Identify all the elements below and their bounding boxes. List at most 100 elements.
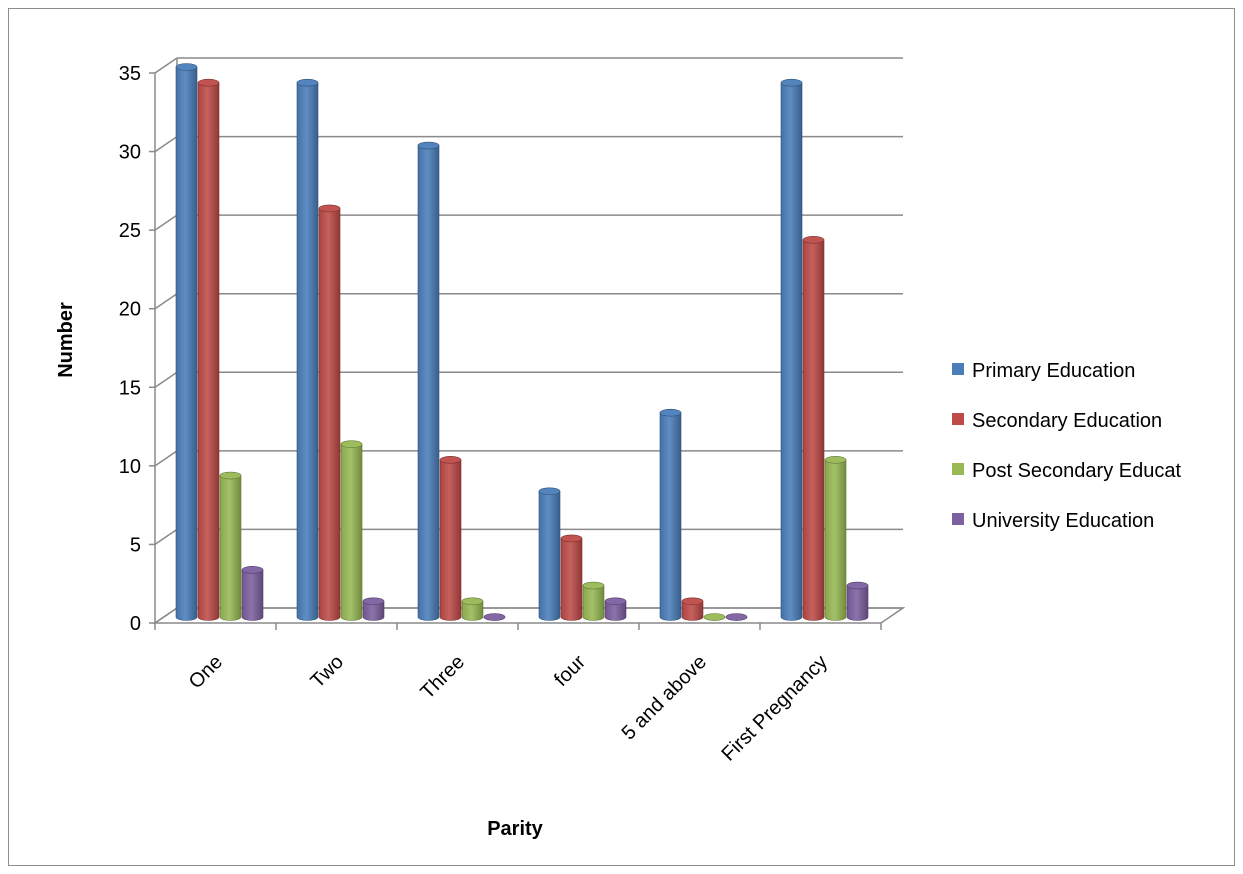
y-tick-label: 0 <box>130 613 141 635</box>
bar <box>219 471 242 621</box>
bar <box>483 613 506 621</box>
y-tick-label: 10 <box>119 456 141 478</box>
bar-cap <box>560 534 583 543</box>
bar-cap <box>362 597 385 606</box>
x-tick-label: First Pregnancy <box>717 651 832 766</box>
bar-cap <box>846 581 869 590</box>
bar <box>604 597 627 621</box>
bar-body <box>824 459 847 621</box>
y-tick-label: 15 <box>119 377 141 399</box>
legend-item: Secondary Education <box>952 410 1162 432</box>
bar <box>824 456 847 621</box>
gridline-depth <box>154 57 178 74</box>
bar-cap <box>780 78 803 87</box>
bar-cap <box>604 597 627 606</box>
bar-body <box>780 82 803 621</box>
gridline-depth <box>154 450 178 467</box>
bar-body <box>461 600 484 621</box>
bar-body <box>439 459 462 621</box>
bar-body <box>340 443 363 621</box>
bar-cap <box>175 63 198 71</box>
bars <box>175 63 869 621</box>
bar-body <box>846 585 869 621</box>
bar-body <box>582 585 605 621</box>
bar-cap <box>197 78 220 87</box>
bar-cap <box>417 141 440 150</box>
legend-swatch <box>952 463 964 475</box>
bar <box>241 566 264 621</box>
bar <box>538 487 561 621</box>
gridline-depth <box>154 371 178 388</box>
bar <box>461 597 484 621</box>
bar <box>582 581 605 621</box>
x-tick-label: Two <box>307 651 348 692</box>
bar-cap <box>659 408 682 417</box>
bar-cap <box>461 597 484 606</box>
bar <box>296 78 319 621</box>
bar-cap <box>538 487 561 496</box>
bar <box>802 236 825 621</box>
bar-body <box>538 490 561 621</box>
bar-body <box>318 208 341 621</box>
legend-swatch <box>952 363 964 375</box>
bar-cap <box>241 566 264 574</box>
y-tick-label: 30 <box>119 142 141 164</box>
legend-swatch <box>952 513 964 525</box>
bar-body <box>417 145 440 621</box>
legend-label: Post Secondary Educat <box>972 460 1181 482</box>
bar-body <box>604 600 627 621</box>
gridline-depth <box>154 528 178 546</box>
bar <box>560 534 583 621</box>
bar-body <box>241 569 264 621</box>
bar <box>318 204 341 621</box>
legend: Primary Education Secondary Education Post… <box>952 360 1181 532</box>
y-tick-label: 25 <box>119 220 141 242</box>
legend-item: Post Secondary Educat <box>952 460 1181 482</box>
bar-cap <box>703 613 726 621</box>
legend-item: Primary Education <box>952 360 1135 382</box>
bar <box>703 613 726 621</box>
bar-body <box>197 82 220 621</box>
bar-body <box>362 600 385 621</box>
bar-cap <box>681 597 704 606</box>
bar-cap <box>439 456 462 464</box>
bar-cap <box>318 204 341 213</box>
bar-body <box>296 82 319 621</box>
y-tick-label: 5 <box>130 534 141 556</box>
bar <box>362 597 385 621</box>
bar <box>439 456 462 621</box>
bar-body <box>659 412 682 621</box>
bar-cap <box>824 456 847 464</box>
bar <box>659 408 682 621</box>
legend-swatch <box>952 413 964 425</box>
bar-body <box>802 239 825 621</box>
bar <box>175 63 198 621</box>
bar <box>340 440 363 621</box>
bar <box>846 581 869 621</box>
x-tick-label: One <box>185 651 227 693</box>
bar <box>681 597 704 621</box>
y-tick-label: 35 <box>119 63 141 85</box>
y-tick-label: 20 <box>119 299 141 321</box>
bar-body <box>219 475 242 621</box>
bar-cap <box>296 78 319 87</box>
legend-label: Primary Education <box>972 360 1135 382</box>
bar-body <box>175 66 198 621</box>
bar-cap <box>219 471 242 480</box>
bar-body <box>681 600 704 621</box>
bar-cap <box>582 581 605 590</box>
bar-cap <box>725 613 748 621</box>
x-tick-label: four <box>550 651 590 691</box>
gridline-depth <box>154 293 178 310</box>
bar-body <box>560 538 583 621</box>
gridline-depth <box>154 214 178 231</box>
legend-item: University Education <box>952 510 1154 532</box>
x-axis-title: Parity <box>487 818 543 840</box>
tick-labels: 0 5 10 15 20 25 30 35 One Two Three four 5 and above… <box>119 63 832 766</box>
legend-label: Secondary Education <box>972 410 1162 432</box>
legend-label: University Education <box>972 510 1154 532</box>
bar-cap <box>483 613 506 621</box>
bar <box>417 141 440 621</box>
bar <box>780 78 803 621</box>
